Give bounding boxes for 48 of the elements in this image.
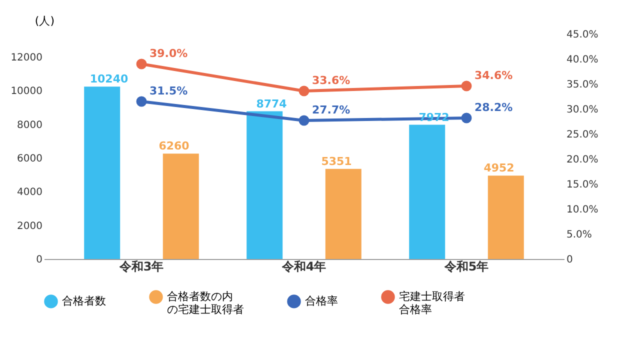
y2-tick-label: 30.0% (566, 104, 598, 116)
data-label: 34.6% (474, 69, 513, 82)
data-label: 8774 (256, 97, 288, 110)
y2-tick-label: 40.0% (566, 54, 598, 66)
y-axis-title: (人) (34, 14, 54, 28)
bar (325, 168, 362, 259)
y2-tick-label: 45.0% (566, 30, 598, 40)
y-tick-label: 10000 (10, 86, 42, 98)
y2-tick-label: 20.0% (566, 154, 598, 166)
y2-tick-label: 5.0% (566, 230, 592, 240)
point (136, 96, 147, 107)
point (461, 80, 472, 92)
y2-tick-label: 15.0% (566, 180, 598, 190)
bar (409, 124, 446, 259)
x-tick-label: 令和5年 (443, 260, 489, 274)
x-tick-label: 令和4年 (280, 260, 326, 274)
y2-tick-label: 10.0% (566, 204, 598, 216)
data-label: 31.5% (150, 84, 188, 98)
y-tick-label: 8000 (17, 120, 42, 131)
data-label: 5351 (321, 154, 352, 168)
y-tick-label: 6000 (17, 154, 42, 164)
y-tick-label: 0 (36, 254, 42, 266)
data-label: 27.7% (312, 104, 350, 116)
data-label: 28.2% (474, 101, 513, 114)
bar (246, 111, 283, 259)
point (298, 86, 310, 96)
y-tick-label: 4000 (17, 187, 42, 198)
bar (84, 86, 120, 259)
data-label: 4952 (484, 162, 514, 175)
y2-tick-label: 25.0% (566, 130, 598, 140)
point (461, 112, 472, 124)
point (298, 115, 310, 126)
y-tick-label: 2000 (17, 220, 42, 232)
legend-label: 合格者数の内の宅建士取得者 (167, 290, 244, 316)
bar (488, 176, 524, 259)
legend-label: 合格率 (305, 294, 338, 308)
data-label: 6260 (158, 140, 190, 153)
y2-tick-label: 0 (566, 254, 573, 266)
y-tick-label: 12000 (10, 52, 42, 64)
point (136, 58, 147, 70)
legend-label: 宅建士取得者合格率 (399, 290, 465, 316)
y2-tick-label: 35.0% (566, 80, 598, 90)
bar (162, 154, 199, 259)
data-label: 39.0% (150, 47, 188, 60)
x-tick-label: 令和3年 (118, 260, 164, 274)
data-label: 33.6% (312, 74, 350, 87)
legend-label: 合格者数 (62, 294, 106, 308)
data-label: 10240 (90, 72, 128, 86)
